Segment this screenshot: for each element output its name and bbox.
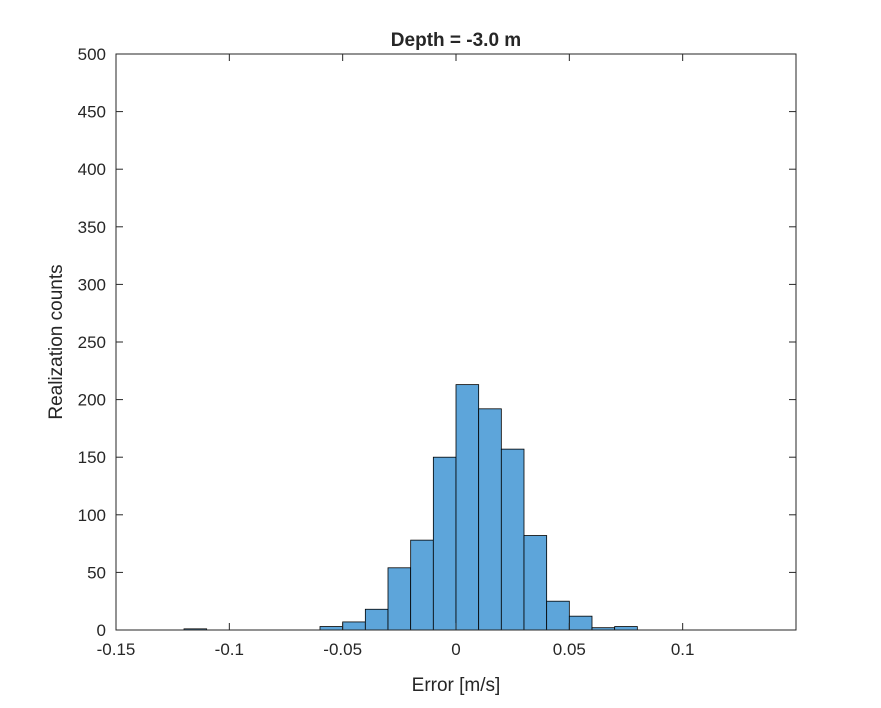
y-tick-label: 400 [78, 160, 106, 179]
y-axis-label: Realization counts [46, 264, 67, 419]
chart-title: Depth = -3.0 m [391, 30, 521, 51]
x-ticks: -0.15 -0.1 -0.05 0 0.05 0.1 [97, 54, 695, 659]
histogram-bar [523, 535, 548, 631]
y-tick-label: 200 [78, 391, 106, 410]
histogram-bar [500, 448, 525, 631]
histogram-bar [387, 567, 412, 631]
histogram-bar [478, 408, 502, 631]
y-tick-label: 250 [78, 333, 106, 352]
x-tick-label: 0 [451, 640, 460, 659]
x-tick-label: -0.05 [323, 640, 362, 659]
x-tick-label: 0.05 [553, 640, 586, 659]
y-tick-label: 100 [78, 506, 106, 525]
histogram-bar [546, 600, 570, 631]
y-tick-label: 50 [87, 563, 106, 582]
y-tick-label: 150 [78, 448, 106, 467]
y-tick-label: 0 [97, 621, 106, 640]
histogram-bar [410, 539, 434, 631]
histogram-bar [432, 456, 457, 631]
histogram-bar [568, 615, 593, 631]
histogram-bar [342, 621, 366, 631]
histogram-bar [364, 608, 389, 631]
x-axis-label: Error [m/s] [412, 675, 501, 696]
x-tick-label: -0.15 [97, 640, 136, 659]
histogram-bar [455, 384, 480, 631]
histogram-bar [614, 626, 638, 631]
histogram-bar [319, 626, 344, 631]
x-tick-label: 0.1 [671, 640, 695, 659]
y-tick-label: 300 [78, 275, 106, 294]
y-tick-label: 350 [78, 218, 106, 237]
y-tick-label: 450 [78, 103, 106, 122]
x-tick-label: -0.1 [215, 640, 244, 659]
y-ticks: 0 50 100 150 200 250 300 350 400 450 500 [78, 45, 796, 640]
y-tick-label: 500 [78, 45, 106, 64]
